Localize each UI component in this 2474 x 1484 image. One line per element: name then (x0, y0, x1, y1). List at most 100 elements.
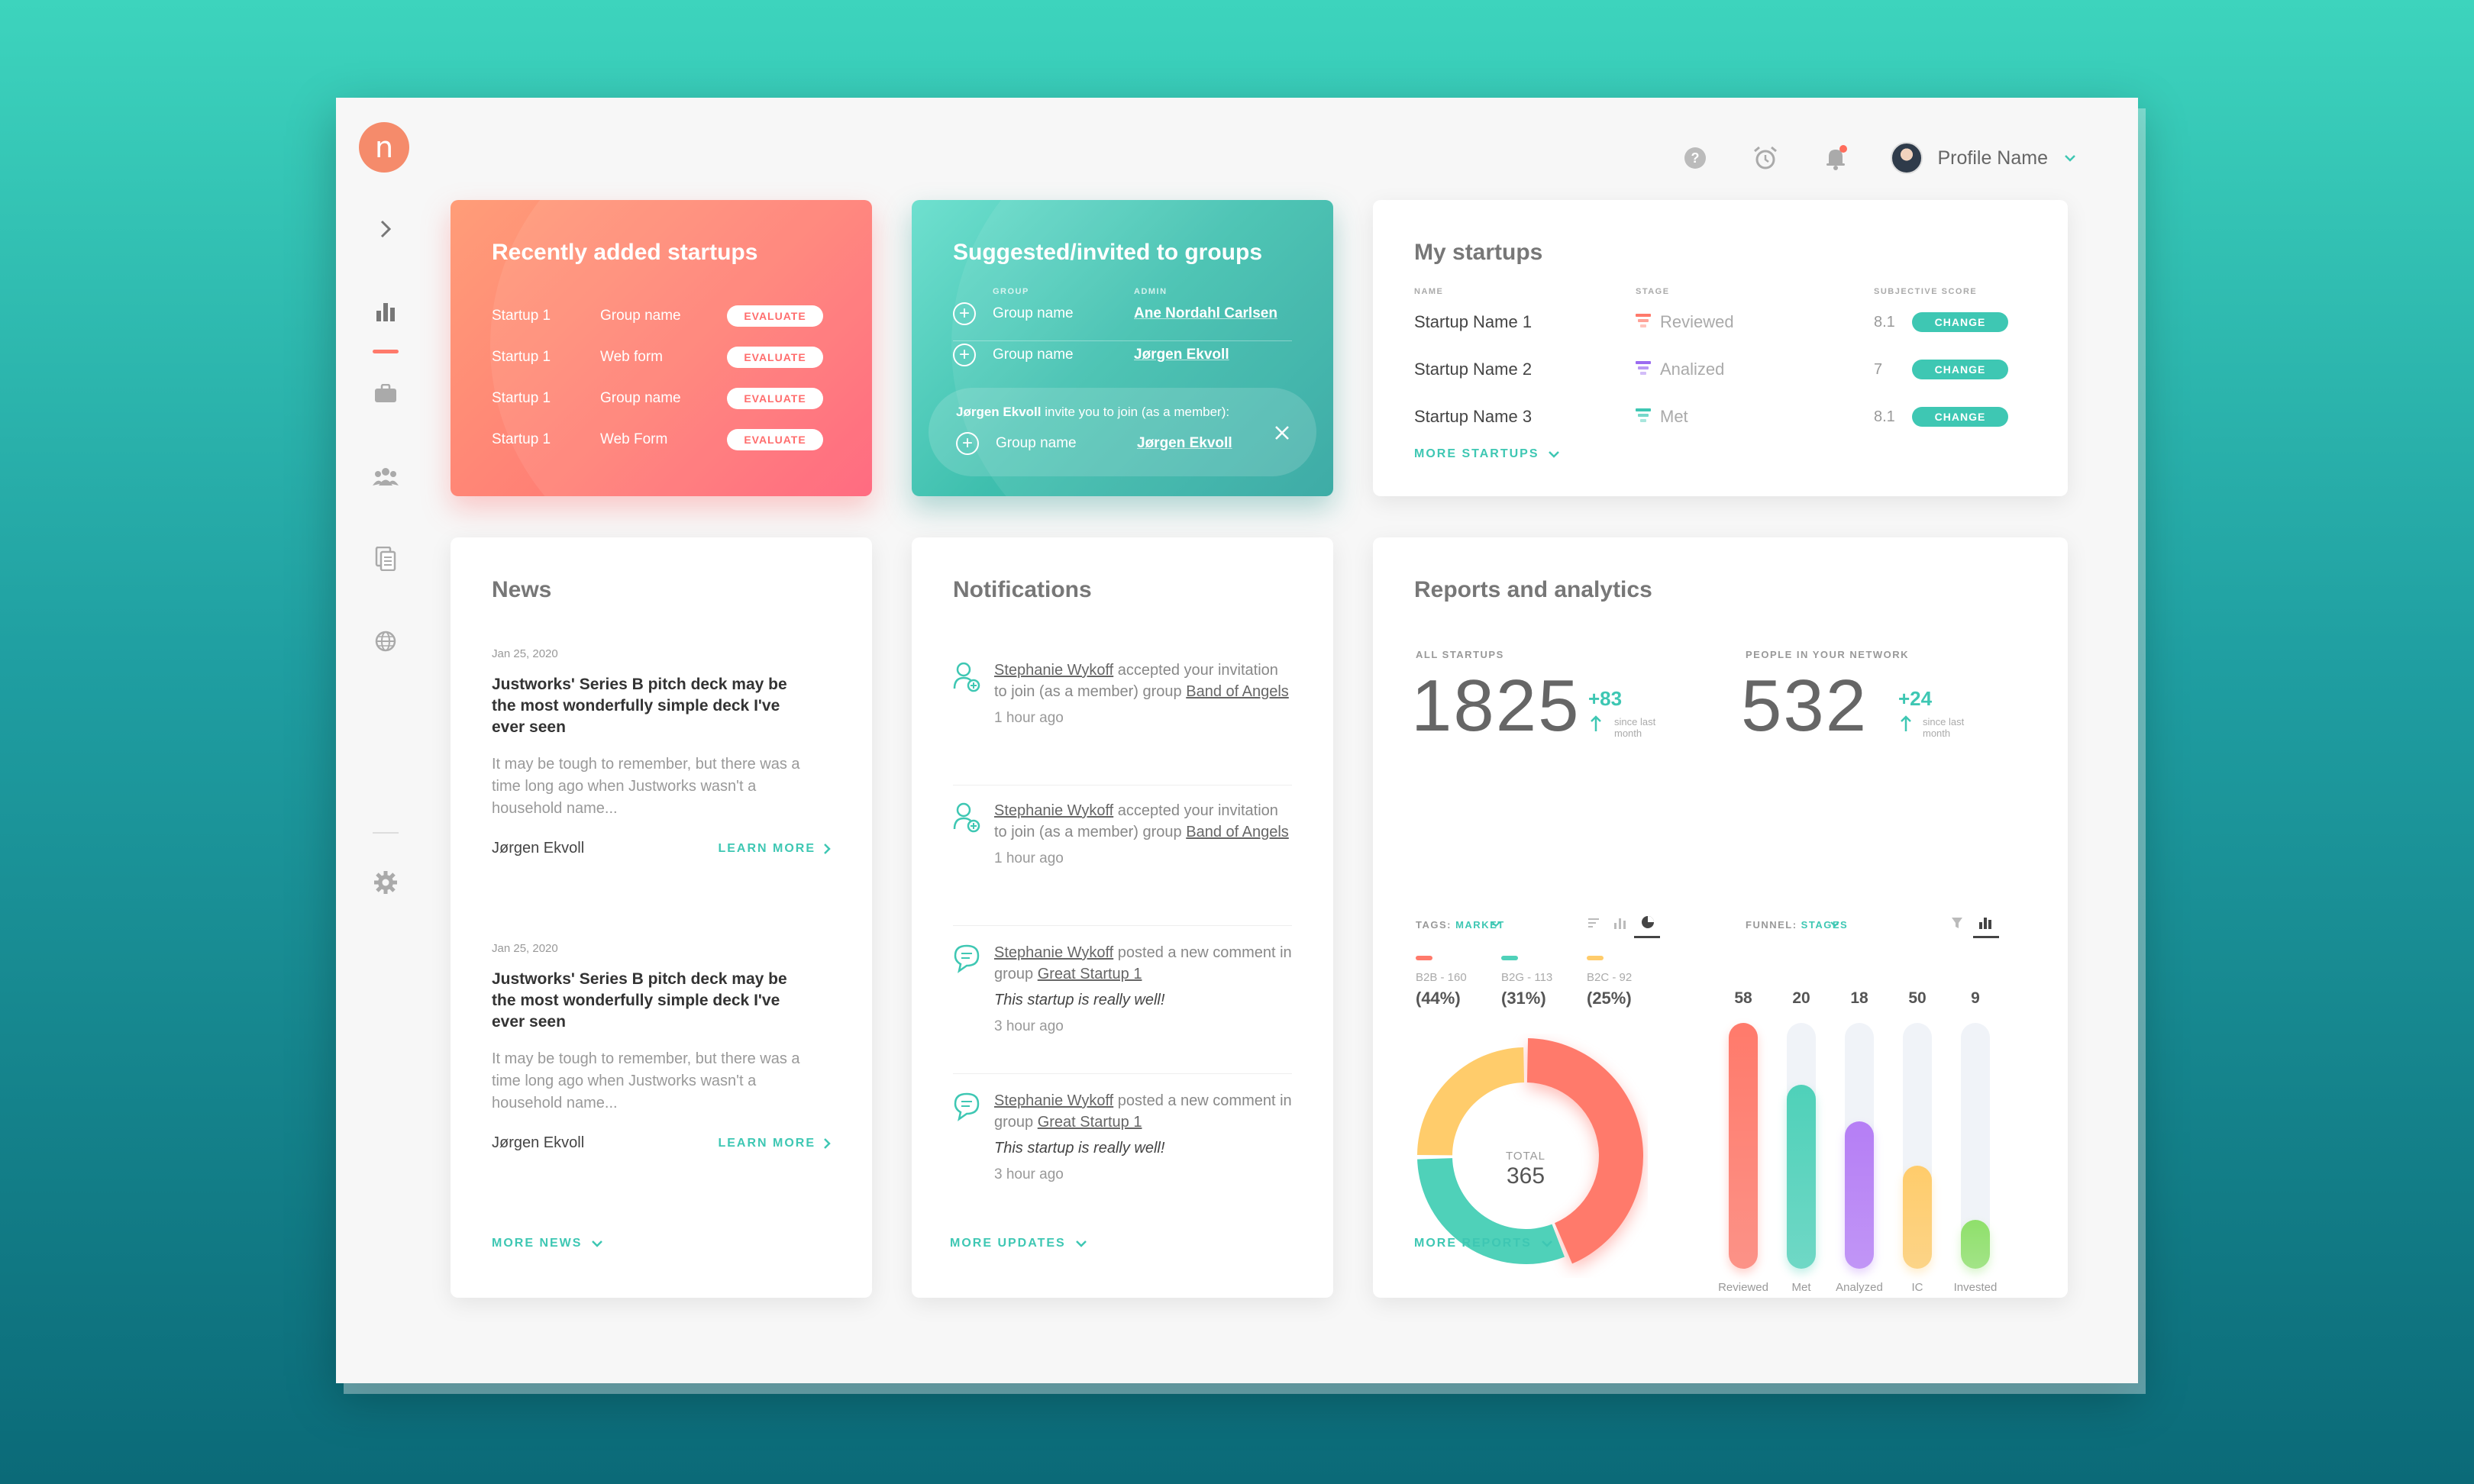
alarm-clock-icon[interactable] (1750, 143, 1781, 173)
globe-icon[interactable] (370, 626, 401, 657)
col-admin-header: ADMIN (1134, 287, 1168, 296)
gear-icon[interactable] (370, 867, 401, 898)
sort-icon[interactable] (1587, 916, 1600, 930)
notification-divider (953, 925, 1292, 926)
startup-name[interactable]: Startup 1 (492, 308, 551, 324)
join-plus-icon[interactable]: + (956, 432, 979, 455)
admin-name[interactable]: Jørgen Ekvoll (1137, 435, 1232, 451)
bar-value: 20 (1792, 989, 1810, 1007)
group-link[interactable]: Band of Angels (1186, 683, 1289, 700)
donut-slice[interactable] (1526, 1038, 1643, 1264)
funnel-filter[interactable]: FUNNEL: STAGES (1746, 919, 1848, 931)
funnel-stage-icon (1636, 314, 1651, 327)
startup-name[interactable]: Startup Name 2 (1414, 360, 1533, 379)
network-label: PEOPLE IN YOUR NETWORK (1746, 649, 1910, 660)
bar-value: 18 (1850, 989, 1868, 1007)
group-link[interactable]: Great Startup 1 (1037, 966, 1142, 982)
evaluate-button[interactable]: EVALUATE (727, 429, 823, 450)
user-link[interactable]: Stephanie Wykoff (994, 1092, 1114, 1109)
startup-row[interactable]: Startup Name 2 Analized 7 CHANGE (1414, 354, 2027, 385)
briefcase-icon[interactable] (370, 379, 401, 409)
bar-chart-icon[interactable] (1978, 915, 1993, 930)
startup-row[interactable]: Startup Name 1 Reviewed 8.1 CHANGE (1414, 307, 2027, 337)
my-startups-title: My startups (1414, 240, 1543, 265)
group-link[interactable]: Band of Angels (1186, 824, 1289, 840)
bar-chart-icon[interactable] (370, 296, 401, 327)
bar-fill (1787, 1084, 1816, 1269)
legend-label: B2B - 160 (1416, 971, 1467, 984)
more-startups-link[interactable]: MORE STARTUPS (1414, 447, 1560, 461)
change-button[interactable]: CHANGE (1912, 360, 2008, 379)
learn-more-link[interactable]: LEARN MORE (718, 1137, 831, 1150)
bar-track[interactable] (1787, 1023, 1816, 1269)
chevron-down-icon[interactable] (1491, 921, 1501, 928)
bar-track[interactable] (1961, 1023, 1990, 1269)
notification-item[interactable]: Stephanie Wykoff accepted your invitatio… (953, 800, 1292, 867)
tags-selected[interactable]: MARKET (1455, 919, 1505, 931)
help-icon[interactable]: ? (1680, 143, 1710, 173)
startup-row[interactable]: Startup Name 3 Met 8.1 CHANGE (1414, 402, 2027, 432)
group-name[interactable]: Group name (993, 305, 1074, 321)
more-news-link[interactable]: MORE NEWS (492, 1237, 603, 1250)
funnel-selected[interactable]: STAGES (1801, 919, 1849, 931)
my-startups-card: My startups NAME STAGE SUBJECTIVE SCORE … (1373, 200, 2068, 496)
news-headline[interactable]: Justworks' Series B pitch deck may be th… (492, 970, 787, 1031)
pie-chart-icon[interactable] (1640, 915, 1655, 930)
user-link[interactable]: Stephanie Wykoff (994, 802, 1114, 819)
donut-slice[interactable] (1417, 1047, 1525, 1156)
startup-name[interactable]: Startup 1 (492, 390, 551, 406)
notification-quote: This startup is really well! (994, 1140, 1165, 1157)
bar-track[interactable] (1729, 1023, 1758, 1269)
startup-name[interactable]: Startup 1 (492, 349, 551, 365)
people-icon[interactable] (370, 461, 401, 492)
chevron-down-icon (1075, 1240, 1087, 1247)
group-link[interactable]: Great Startup 1 (1037, 1114, 1142, 1131)
admin-name[interactable]: Ane Nordahl Carlsen (1134, 305, 1277, 321)
evaluate-button[interactable]: EVALUATE (727, 305, 823, 327)
change-button[interactable]: CHANGE (1912, 312, 2008, 332)
notification-item[interactable]: Stephanie Wykoff posted a new comment in… (953, 1090, 1292, 1183)
profile-menu[interactable]: Profile Name (1890, 142, 2078, 174)
news-date: Jan 25, 2020 (492, 647, 558, 660)
group-name[interactable]: Group name (996, 435, 1077, 451)
bar-chart-icon[interactable] (1613, 916, 1626, 930)
tags-filter[interactable]: TAGS: MARKET (1416, 919, 1505, 931)
recent-row: Startup 1 Web form EVALUATE (492, 347, 823, 368)
bar-track[interactable] (1903, 1023, 1932, 1269)
join-plus-icon[interactable]: + (953, 302, 976, 325)
notification-item[interactable]: Stephanie Wykoff accepted your invitatio… (953, 660, 1292, 727)
chevron-right-icon[interactable] (370, 214, 401, 244)
learn-more-link[interactable]: LEARN MORE (718, 842, 831, 856)
learn-more-label: LEARN MORE (718, 841, 816, 855)
bar-track[interactable] (1845, 1023, 1874, 1269)
user-link[interactable]: Stephanie Wykoff (994, 662, 1114, 679)
evaluate-button[interactable]: EVALUATE (727, 347, 823, 368)
donut-slice[interactable] (1417, 1158, 1565, 1264)
chevron-down-icon[interactable] (1830, 921, 1840, 928)
more-updates-link[interactable]: MORE UPDATES (950, 1237, 1087, 1250)
notification-item[interactable]: Stephanie Wykoff posted a new comment in… (953, 942, 1292, 1035)
startup-name[interactable]: Startup Name 1 (1414, 312, 1533, 331)
inviter-name[interactable]: Jørgen Ekvoll (956, 405, 1042, 419)
evaluate-button[interactable]: EVALUATE (727, 388, 823, 409)
news-author: Jørgen Ekvoll (492, 840, 585, 857)
news-headline[interactable]: Justworks' Series B pitch deck may be th… (492, 676, 787, 736)
documents-icon[interactable] (370, 544, 401, 574)
group-name[interactable]: Group name (993, 347, 1074, 363)
funnel-icon[interactable] (1950, 916, 1964, 930)
startup-name[interactable]: Startup 1 (492, 431, 551, 447)
chevron-down-icon (592, 1240, 603, 1247)
bell-icon[interactable] (1820, 143, 1851, 173)
news-body: It may be tough to remember, but there w… (492, 1050, 800, 1111)
change-button[interactable]: CHANGE (1912, 407, 2008, 427)
startup-name[interactable]: Startup Name 3 (1414, 407, 1533, 426)
invite-message: invite you to join (as a member): (1041, 405, 1230, 419)
close-icon[interactable] (1274, 424, 1290, 441)
admin-name[interactable]: Jørgen Ekvoll (1134, 347, 1229, 363)
app-logo[interactable]: n (359, 122, 409, 173)
join-plus-icon[interactable]: + (953, 344, 976, 366)
user-link[interactable]: Stephanie Wykoff (994, 944, 1114, 961)
comment-icon (953, 1090, 980, 1183)
more-reports-link[interactable]: MORE REPORTS (1414, 1237, 1553, 1250)
legend-swatch (1416, 956, 1432, 960)
